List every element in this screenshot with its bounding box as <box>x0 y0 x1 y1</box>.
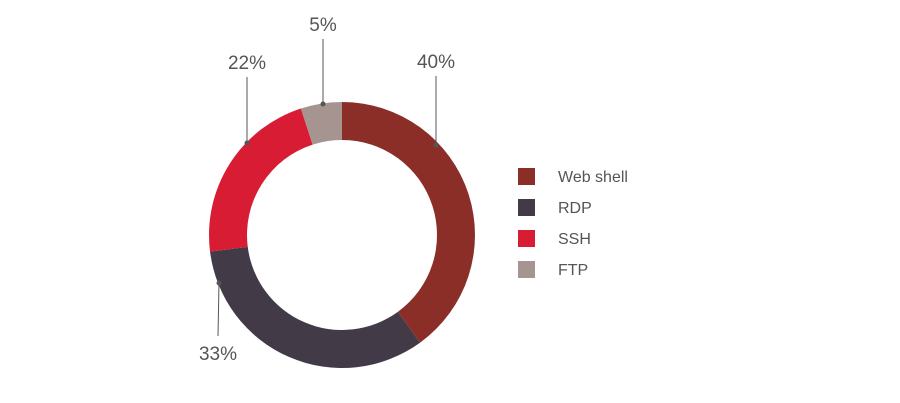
legend-label-web-shell: Web shell <box>558 169 628 186</box>
legend-label-ssh: SSH <box>558 231 591 248</box>
legend-label-ftp: FTP <box>558 262 588 279</box>
leader-dot-web-shell <box>433 142 439 148</box>
leader-line-rdp <box>217 282 220 337</box>
legend-swatch-ssh <box>518 230 535 247</box>
legend-swatch-ftp <box>518 261 535 278</box>
legend: Web shell RDP SSH FTP <box>518 168 628 279</box>
legend-swatch-rdp <box>518 199 535 216</box>
leader-dot-rdp <box>216 280 222 286</box>
slice-ftp <box>300 102 342 145</box>
leader-dot-ssh <box>244 140 250 146</box>
percent-label-web-shell: 40% <box>417 52 455 73</box>
leader-dot-ftp <box>320 101 326 107</box>
slice-ssh <box>209 108 313 252</box>
slice-rdp <box>210 246 421 368</box>
slice-web-shell <box>342 102 476 343</box>
percent-labels: 40% 33% 22% 5% <box>199 15 455 365</box>
percent-label-ftp: 5% <box>309 15 337 36</box>
percent-label-ssh: 22% <box>228 53 266 74</box>
donut-slices <box>209 102 476 368</box>
legend-label-rdp: RDP <box>558 200 592 217</box>
legend-swatch-web-shell <box>518 168 535 185</box>
leader-lines <box>216 39 439 337</box>
percent-label-rdp: 33% <box>199 344 237 365</box>
